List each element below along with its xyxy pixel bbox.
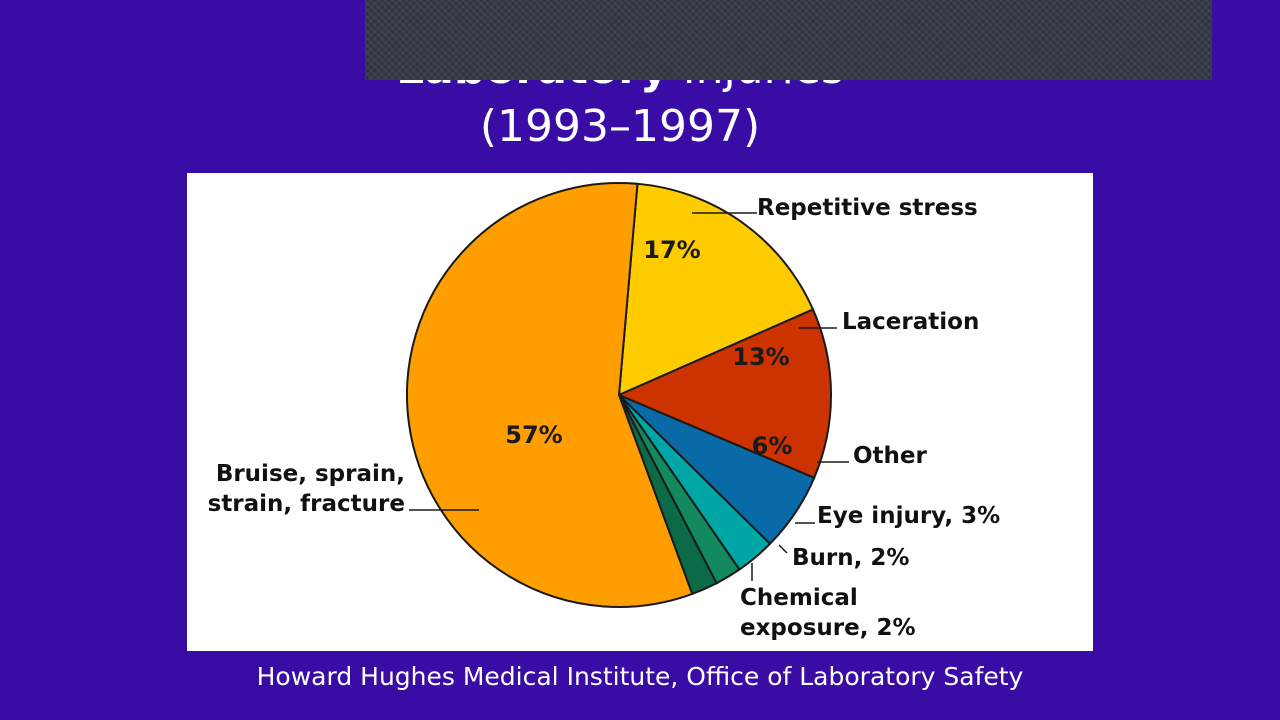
pie-slices [405,182,832,608]
category-label-other: Other [853,443,928,469]
pie-slice-laceration [616,308,832,480]
leader-line-burn [778,544,788,554]
pie-slice-bruise-sprain-strain-fracture [405,182,694,608]
pct-label-bruise-sprain-strain-fracture: 57% [505,421,562,449]
pie-chart: 17% 13% 6% 57% Repetitive stress Laceration O… [208,182,1001,641]
pie-percent-labels: 17% 13% 6% 57% [505,236,792,460]
pct-label-other: 6% [752,432,793,460]
pie-slice-repetitive-stress [617,182,815,397]
source-caption: Howard Hughes Medical Institute, Office … [256,662,1024,691]
chart-panel: 17% 13% 6% 57% Repetitive stress Laceration O… [187,173,1093,651]
pct-label-repetitive-stress: 17% [643,236,700,264]
video-overlay-bar [365,0,1212,80]
category-label-laceration: Laceration [842,309,979,335]
pct-label-laceration: 13% [732,343,789,371]
pie-leader-lines [409,212,849,581]
category-label-chemical-exposure: Chemical exposure, 2% [740,585,916,641]
category-label-eye-injury: Eye injury, 3% [817,503,1000,529]
title-years: (1993–1997) [479,101,761,152]
pie-category-labels: Repetitive stress Laceration Other Eye inju… [208,195,1001,641]
category-label-bruise-sprain-strain-fracture: Bruise, sprain, strain, fracture [208,461,405,517]
category-label-burn: Burn, 2% [792,545,909,571]
category-label-repetitive-stress: Repetitive stress [757,195,978,221]
